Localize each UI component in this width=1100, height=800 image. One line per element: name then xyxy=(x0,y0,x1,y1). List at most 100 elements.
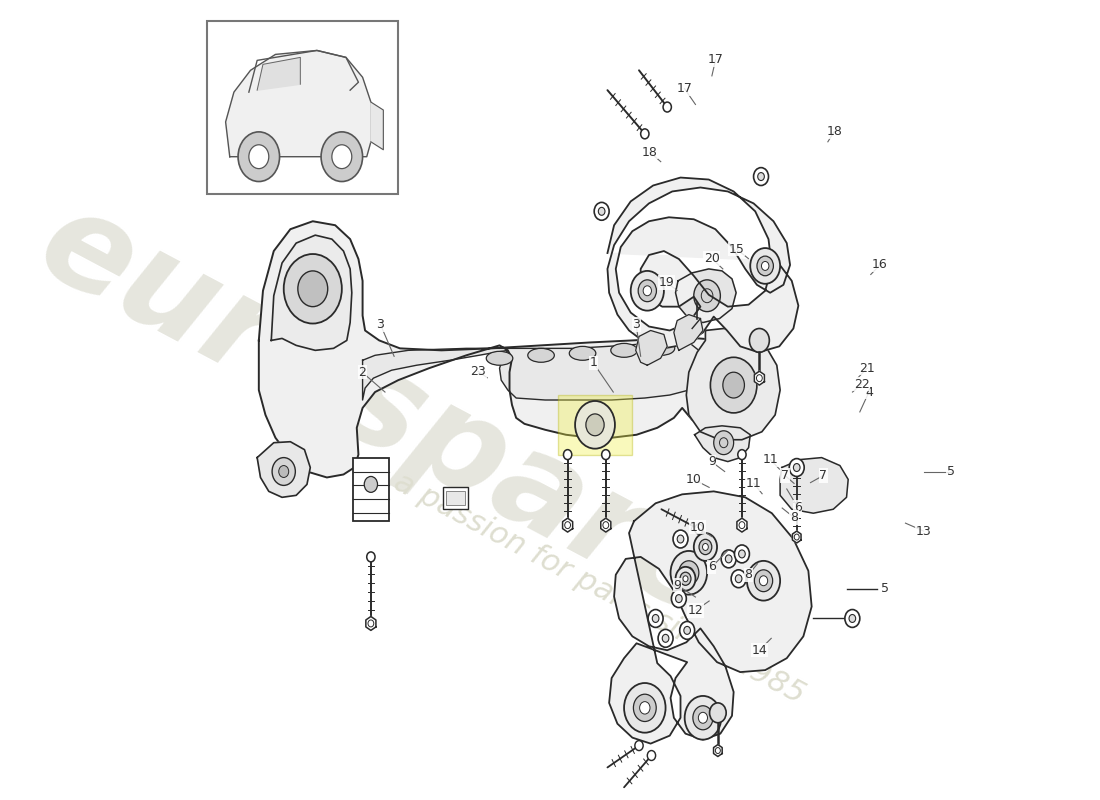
Circle shape xyxy=(711,358,757,413)
Circle shape xyxy=(722,550,736,568)
Polygon shape xyxy=(226,50,371,157)
Circle shape xyxy=(793,463,800,471)
Polygon shape xyxy=(258,222,772,478)
Circle shape xyxy=(723,372,745,398)
Circle shape xyxy=(675,594,682,602)
Text: 18: 18 xyxy=(826,125,843,138)
Circle shape xyxy=(680,572,691,586)
Text: 14: 14 xyxy=(751,644,767,657)
Text: 3: 3 xyxy=(632,318,640,331)
Text: 9: 9 xyxy=(708,455,716,469)
Circle shape xyxy=(755,570,772,592)
Polygon shape xyxy=(366,617,376,630)
Circle shape xyxy=(714,430,734,454)
Circle shape xyxy=(678,535,684,543)
Circle shape xyxy=(694,280,720,312)
Polygon shape xyxy=(609,491,812,743)
Circle shape xyxy=(754,168,769,186)
Circle shape xyxy=(366,552,375,562)
Circle shape xyxy=(364,477,377,492)
Circle shape xyxy=(694,524,703,534)
Circle shape xyxy=(680,622,694,639)
Circle shape xyxy=(694,533,717,561)
Text: 6: 6 xyxy=(708,560,716,574)
Circle shape xyxy=(658,630,673,647)
Circle shape xyxy=(679,561,699,585)
Circle shape xyxy=(332,145,352,169)
Bar xyxy=(353,458,389,521)
Circle shape xyxy=(594,202,609,220)
Circle shape xyxy=(735,545,749,563)
Circle shape xyxy=(738,550,746,558)
Polygon shape xyxy=(607,178,799,352)
Circle shape xyxy=(747,561,780,601)
Circle shape xyxy=(693,706,713,730)
Text: 7: 7 xyxy=(781,469,789,482)
Polygon shape xyxy=(780,458,848,514)
Polygon shape xyxy=(601,518,610,532)
Circle shape xyxy=(639,702,650,714)
Circle shape xyxy=(298,271,328,306)
Circle shape xyxy=(648,610,663,627)
Circle shape xyxy=(663,102,671,112)
Circle shape xyxy=(725,555,732,563)
Bar xyxy=(447,491,464,506)
Circle shape xyxy=(698,712,707,723)
Circle shape xyxy=(684,626,691,634)
Text: 22: 22 xyxy=(854,378,869,390)
Polygon shape xyxy=(792,531,801,543)
Bar xyxy=(558,395,632,454)
Circle shape xyxy=(652,614,659,622)
Circle shape xyxy=(321,132,363,182)
Polygon shape xyxy=(694,426,750,462)
Circle shape xyxy=(249,145,268,169)
Polygon shape xyxy=(674,314,703,350)
Bar xyxy=(443,487,468,510)
Text: 6: 6 xyxy=(794,501,802,514)
Bar xyxy=(208,21,398,194)
Text: 18: 18 xyxy=(642,146,658,158)
Text: 19: 19 xyxy=(659,276,674,289)
Polygon shape xyxy=(686,329,780,440)
Text: 11: 11 xyxy=(746,477,762,490)
Text: 5: 5 xyxy=(947,465,955,478)
Circle shape xyxy=(732,570,746,588)
Text: 4: 4 xyxy=(865,386,873,398)
Circle shape xyxy=(284,254,342,323)
Polygon shape xyxy=(755,371,764,385)
Circle shape xyxy=(575,401,615,449)
Polygon shape xyxy=(257,58,300,90)
Circle shape xyxy=(735,574,741,582)
Circle shape xyxy=(647,750,656,761)
Polygon shape xyxy=(371,102,383,150)
Circle shape xyxy=(624,683,666,733)
Circle shape xyxy=(749,329,769,352)
Circle shape xyxy=(793,465,801,474)
Circle shape xyxy=(698,539,712,554)
Circle shape xyxy=(563,450,572,459)
Circle shape xyxy=(759,576,768,586)
Polygon shape xyxy=(562,518,573,532)
Text: 17: 17 xyxy=(707,54,724,66)
Ellipse shape xyxy=(486,351,513,366)
Polygon shape xyxy=(675,269,736,322)
Circle shape xyxy=(683,576,688,582)
Text: 17: 17 xyxy=(676,82,692,95)
Circle shape xyxy=(684,696,722,740)
Text: 7: 7 xyxy=(820,469,827,482)
Circle shape xyxy=(630,271,664,310)
Circle shape xyxy=(845,610,860,627)
Circle shape xyxy=(710,703,726,722)
Circle shape xyxy=(238,132,279,182)
Text: 13: 13 xyxy=(916,525,932,538)
Circle shape xyxy=(849,614,856,622)
Circle shape xyxy=(671,551,707,594)
Text: 3: 3 xyxy=(376,318,384,331)
Circle shape xyxy=(671,590,686,607)
Text: 15: 15 xyxy=(728,242,745,255)
Ellipse shape xyxy=(528,348,554,362)
Circle shape xyxy=(684,567,693,578)
Text: 10: 10 xyxy=(685,473,702,486)
Circle shape xyxy=(738,450,746,459)
Text: 1: 1 xyxy=(590,356,597,369)
